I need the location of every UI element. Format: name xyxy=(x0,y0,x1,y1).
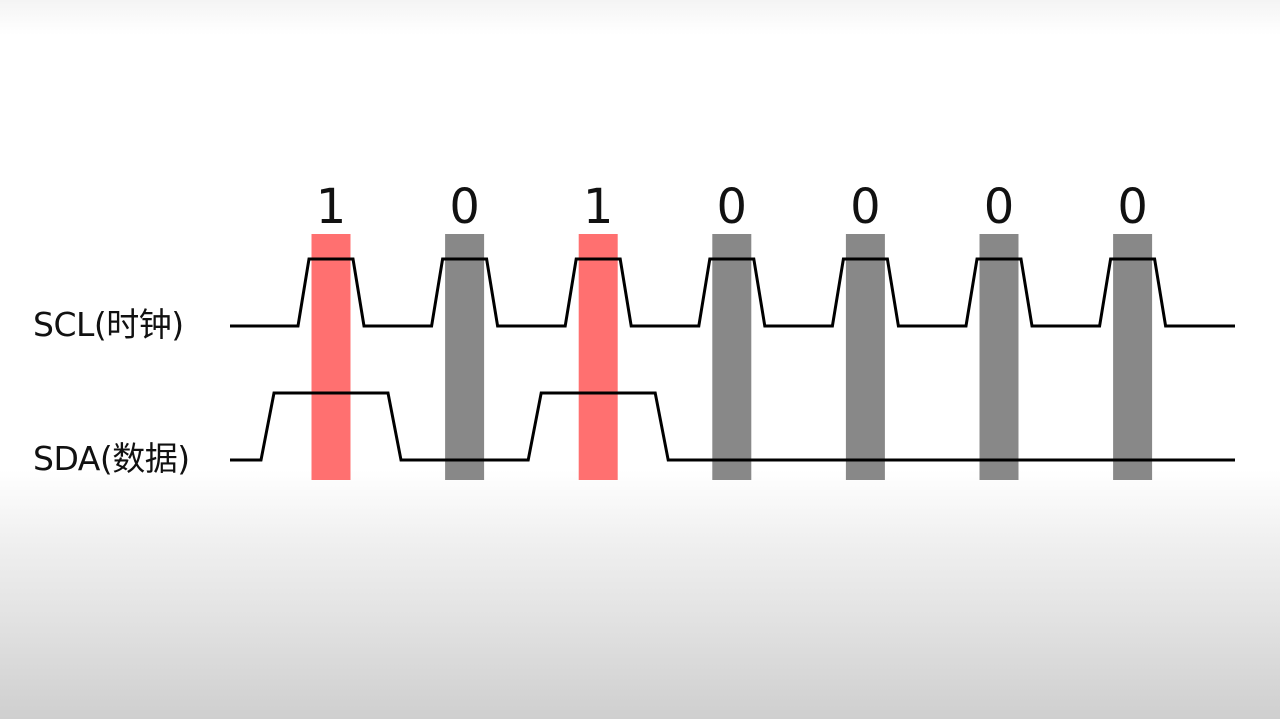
bit-bar-6 xyxy=(1113,234,1153,480)
bit-bar-4 xyxy=(845,234,885,480)
bit-label-0: 1 xyxy=(315,179,347,235)
bit-bar-0 xyxy=(311,234,351,480)
bit-label-2: 1 xyxy=(582,179,614,235)
scl-waveform xyxy=(230,257,1235,328)
bit-label-3: 0 xyxy=(716,179,748,235)
bit-bar-1 xyxy=(445,234,485,480)
bit-label-5: 0 xyxy=(983,179,1015,235)
scl-signal-label: SCL(时钟) xyxy=(33,305,184,344)
bit-label-1: 0 xyxy=(449,179,480,235)
bit-label-4: 0 xyxy=(850,179,881,235)
bit-bar-5 xyxy=(979,234,1019,480)
bit-bar-2 xyxy=(578,234,618,480)
sda-signal-label: SDA(数据) xyxy=(33,439,190,478)
bit-bar-3 xyxy=(712,234,752,480)
bit-label-6: 0 xyxy=(1117,179,1148,235)
sda-waveform xyxy=(230,391,1235,462)
